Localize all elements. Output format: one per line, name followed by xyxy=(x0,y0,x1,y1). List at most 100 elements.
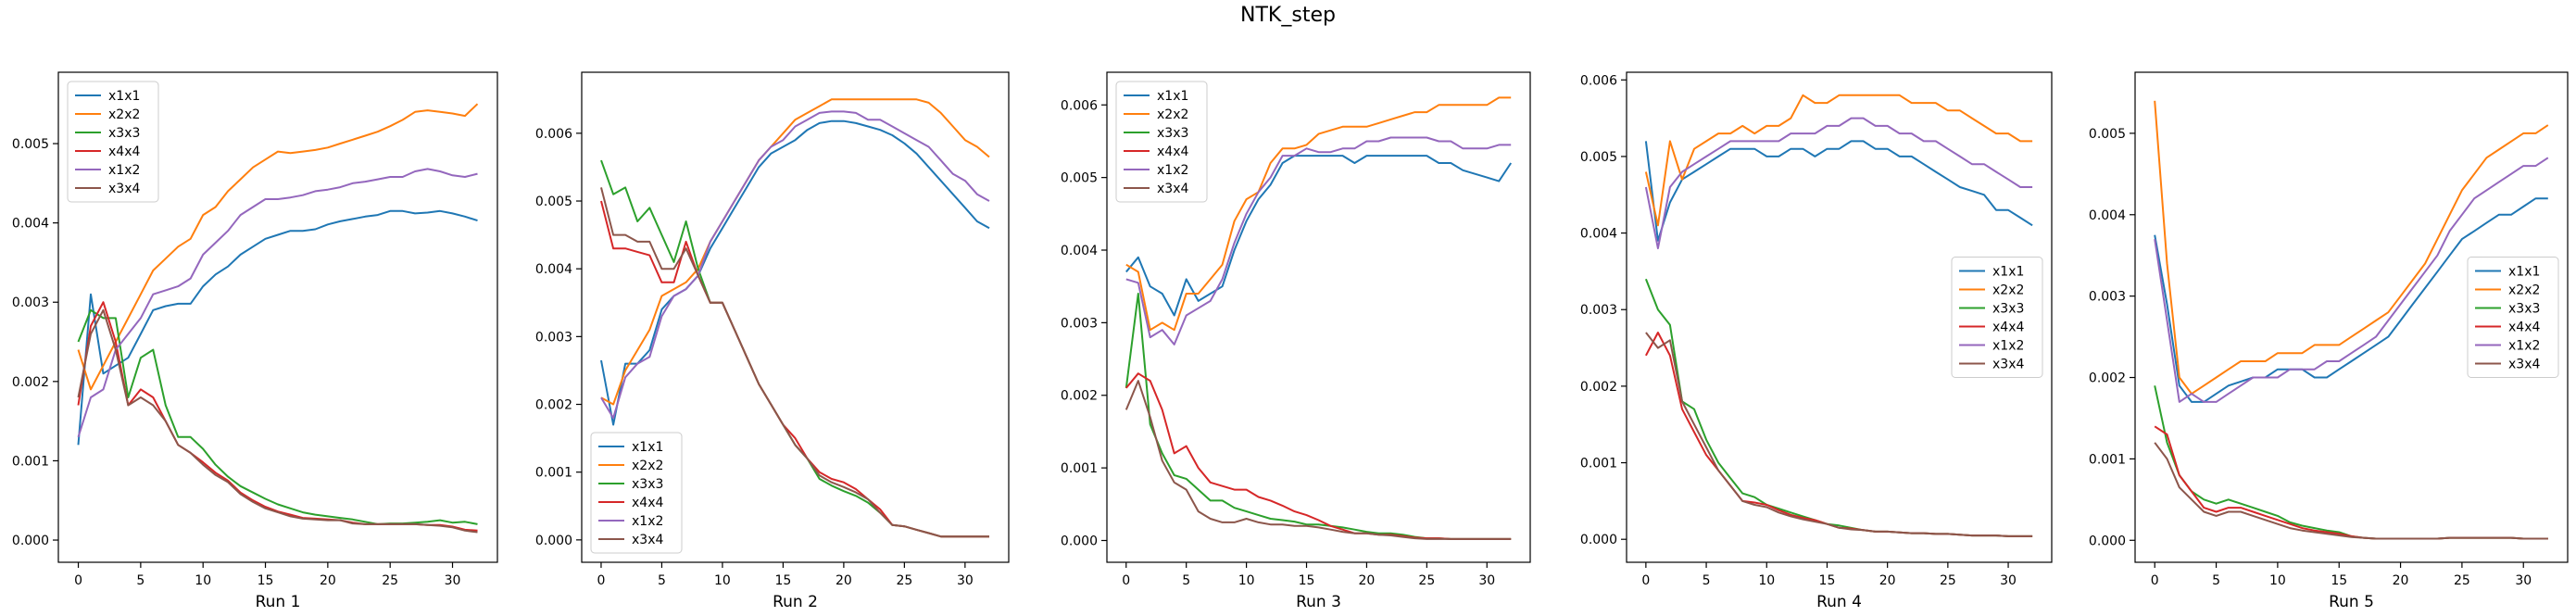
x-tick-label: 5 xyxy=(658,573,666,588)
legend-label-x4x4: x4x4 xyxy=(108,145,140,159)
series-line-x1x2 xyxy=(1644,117,2033,250)
y-tick-label: 0.006 xyxy=(1061,98,1098,113)
x-tick-label: 20 xyxy=(836,573,852,588)
series-line-x3x4 xyxy=(600,187,989,538)
series-line-x3x4 xyxy=(1125,380,1512,540)
legend-box xyxy=(1951,257,2043,378)
legend-label-x2x2: x2x2 xyxy=(632,459,663,473)
y-tick-label: 0.000 xyxy=(2089,534,2126,548)
series-line-x1x1 xyxy=(2154,197,2548,403)
x-tick-label: 15 xyxy=(2331,573,2347,588)
y-tick-label: 0.005 xyxy=(1580,150,1617,165)
y-tick-label: 0.005 xyxy=(1061,171,1098,186)
legend-box xyxy=(2467,257,2559,378)
legend-label-x2x2: x2x2 xyxy=(2508,283,2540,298)
y-tick-label: 0.002 xyxy=(12,375,49,390)
y-tick-label: 0.001 xyxy=(1580,457,1617,471)
series-line-x1x2 xyxy=(77,168,478,438)
legend-label-x1x2: x1x2 xyxy=(632,514,663,529)
legend-label-x3x4: x3x4 xyxy=(1157,182,1188,196)
y-tick-label: 0.003 xyxy=(12,295,49,310)
y-tick-label: 0.002 xyxy=(2089,371,2126,386)
y-tick-label: 0.001 xyxy=(2089,452,2126,467)
x-tick-label: 30 xyxy=(1478,573,1495,588)
y-tick-label: 0.005 xyxy=(12,137,49,152)
legend-label-x1x2: x1x2 xyxy=(2508,339,2540,354)
series-line-x3x3 xyxy=(77,308,478,525)
legend-label-x1x1: x1x1 xyxy=(2508,265,2540,280)
legend-label-x3x4: x3x4 xyxy=(1992,358,2024,372)
x-axis-label: Run 5 xyxy=(2329,593,2374,611)
subplot-run-2: 0 5 10 15 20 25 30 0.000 0.001 0.002 0.003 0.004 0.0… xyxy=(535,71,1010,611)
legend-label-x3x3: x3x3 xyxy=(1157,126,1188,141)
legend-box xyxy=(590,432,683,554)
subplot-run-5: 0 5 10 15 20 25 30 0.000 0.001 0.002 0.003 0.004 0.0… xyxy=(2089,71,2569,611)
axes-frame xyxy=(581,71,1010,563)
series-line-x2x2 xyxy=(1644,94,2033,227)
legend-label-x3x3: x3x3 xyxy=(108,126,140,141)
x-tick-label: 30 xyxy=(445,573,461,588)
legend-label-x4x4: x4x4 xyxy=(1157,145,1188,159)
legend-label-x1x1: x1x1 xyxy=(1992,265,2024,280)
y-tick-label: 0.001 xyxy=(535,466,572,481)
legend-label-x1x2: x1x2 xyxy=(1992,339,2024,354)
y-tick-label: 0.005 xyxy=(2089,127,2126,142)
series-line-x3x3 xyxy=(1125,293,1512,540)
legend-label-x4x4: x4x4 xyxy=(2508,321,2540,335)
y-tick-label: 0.004 xyxy=(1580,227,1617,242)
series-line-x1x1 xyxy=(77,209,478,446)
legend-label-x3x4: x3x4 xyxy=(632,533,663,547)
axes-frame xyxy=(2134,71,2569,563)
x-tick-label: 25 xyxy=(1418,573,1435,588)
subplot-run-4: 0 5 10 15 20 25 30 0.000 0.001 0.002 0.003 0.004 0.0… xyxy=(1580,71,2053,611)
series-line-x2x2 xyxy=(77,103,479,391)
y-tick-label: 0.002 xyxy=(1061,389,1098,404)
series-line-x3x4 xyxy=(2154,442,2548,540)
series-line-x2x2 xyxy=(2154,100,2549,396)
legend-box xyxy=(67,81,159,203)
legend-label-x3x3: x3x3 xyxy=(1992,302,2024,317)
series-line-x3x4 xyxy=(77,308,478,534)
axes-frame xyxy=(1106,71,1531,563)
legend-label-x2x2: x2x2 xyxy=(1157,107,1188,122)
x-tick-label: 20 xyxy=(1879,573,1896,588)
x-tick-label: 0 xyxy=(597,573,605,588)
y-tick-label: 0.006 xyxy=(1580,73,1617,88)
x-tick-label: 25 xyxy=(1940,573,1956,588)
series-line-x1x2 xyxy=(2154,157,2549,403)
y-tick-label: 0.000 xyxy=(1061,534,1098,548)
subplot-run-1: 0 5 10 15 20 25 30 0.000 0.001 0.002 0.003 0.004 0.0… xyxy=(12,71,498,611)
x-axis-label: Run 1 xyxy=(256,593,301,611)
legend-label-x3x3: x3x3 xyxy=(632,477,663,492)
figure-title: NTK_step xyxy=(1240,4,1336,27)
legend: x1x1 x2x2 x3x3 x4x4 x1x2 x3x4 xyxy=(2467,257,2559,378)
series-line-x3x4 xyxy=(1645,332,2033,537)
x-tick-label: 20 xyxy=(2393,573,2409,588)
x-tick-label: 0 xyxy=(1641,573,1650,588)
series-line-x1x1 xyxy=(1125,155,1513,317)
y-tick-label: 0.006 xyxy=(535,127,572,142)
series-line-x2x2 xyxy=(1125,96,1512,332)
x-tick-label: 0 xyxy=(1122,573,1130,588)
series-line-x1x1 xyxy=(600,119,990,426)
series-line-x1x2 xyxy=(1125,136,1512,346)
legend-label-x1x2: x1x2 xyxy=(108,163,140,178)
y-tick-label: 0.005 xyxy=(535,195,572,209)
x-tick-label: 10 xyxy=(1238,573,1255,588)
x-tick-label: 10 xyxy=(714,573,731,588)
y-tick-label: 0.004 xyxy=(535,262,572,277)
x-tick-label: 10 xyxy=(1758,573,1775,588)
y-tick-label: 0.003 xyxy=(535,330,572,345)
legend-box xyxy=(1115,81,1208,203)
legend-label-x4x4: x4x4 xyxy=(632,496,663,510)
x-tick-label: 20 xyxy=(320,573,336,588)
x-tick-label: 15 xyxy=(1299,573,1315,588)
y-tick-label: 0.000 xyxy=(1580,533,1617,547)
x-tick-label: 15 xyxy=(1819,573,1836,588)
y-tick-label: 0.000 xyxy=(12,534,49,548)
x-axis-label: Run 3 xyxy=(1296,593,1341,611)
y-tick-label: 0.003 xyxy=(1061,316,1098,331)
x-tick-label: 0 xyxy=(74,573,82,588)
legend-label-x3x4: x3x4 xyxy=(2508,358,2540,372)
